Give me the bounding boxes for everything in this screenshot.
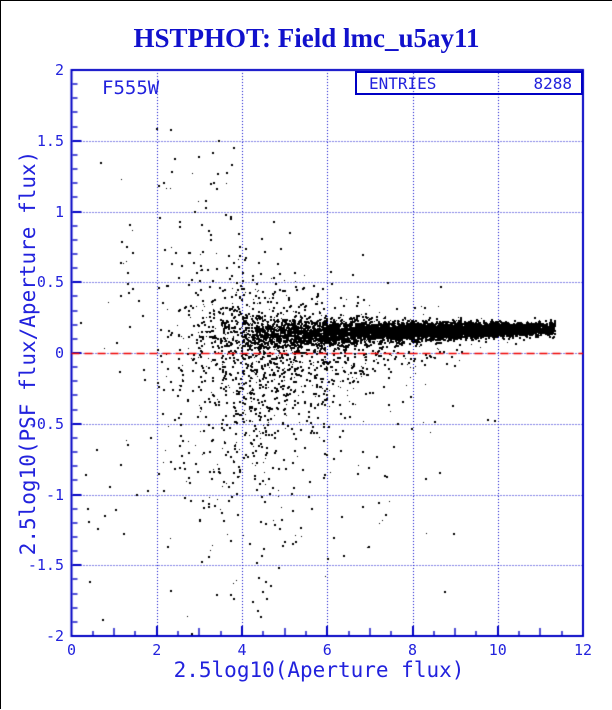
filter-label: F555W xyxy=(102,77,160,99)
y-tick-label: 1.5 xyxy=(36,131,64,150)
y-tick-label: -1.5 xyxy=(27,556,64,575)
y-tick-label: 2 xyxy=(54,61,64,79)
y-tick-label: 1 xyxy=(54,202,64,221)
y-tick-label: 0 xyxy=(54,344,64,362)
x-tick-label: 2 xyxy=(152,641,162,659)
entries-stat-box: ENTRIES 8288 xyxy=(355,71,583,95)
y-tick-label: 0.5 xyxy=(36,273,64,292)
y-tick-label: -2 xyxy=(45,627,64,645)
x-tick-label: 8 xyxy=(407,641,418,659)
x-tick-label: 6 xyxy=(322,641,332,659)
x-tick-label: 12 xyxy=(573,641,593,659)
page-title: HSTPHOT: Field lmc_u5ay11 xyxy=(133,23,480,53)
entries-value: 8288 xyxy=(533,73,572,93)
y-tick-label: -0.5 xyxy=(27,414,64,433)
x-tick-label: 10 xyxy=(488,641,507,659)
x-tick-label: 4 xyxy=(237,641,247,659)
entries-label: ENTRIES xyxy=(369,73,437,93)
x-tick-label: 0 xyxy=(66,641,77,659)
x-axis-title: 2.5log10(Aperture flux) xyxy=(173,658,465,682)
y-tick-label: -1 xyxy=(45,485,64,504)
